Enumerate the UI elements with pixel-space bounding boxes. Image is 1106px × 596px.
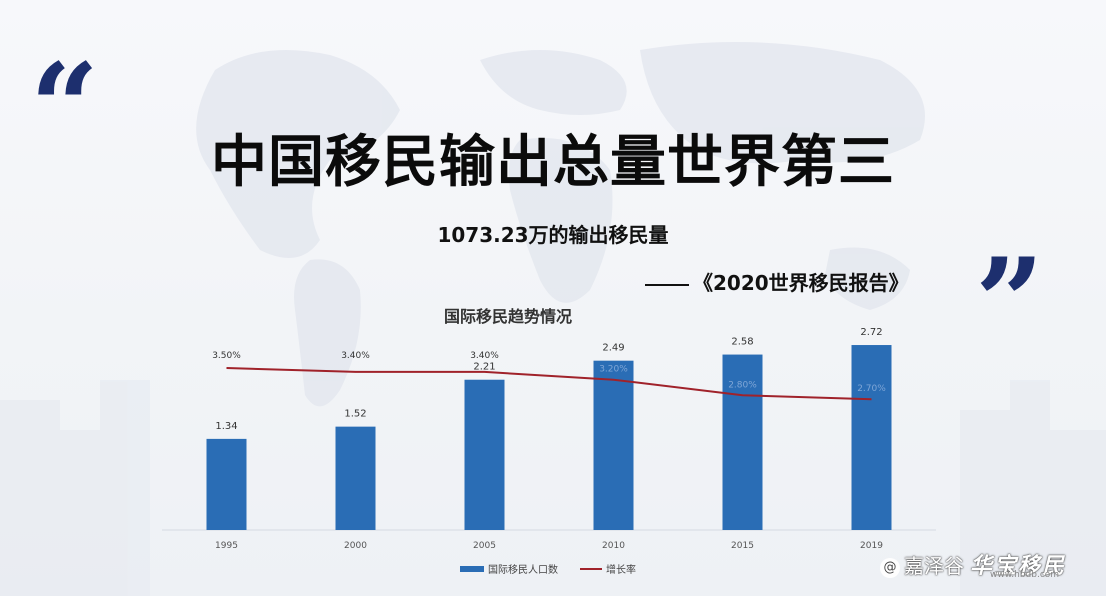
growth-rate-label: 3.40% (341, 351, 370, 361)
legend-label-line: 增长率 (606, 563, 636, 576)
bar-value-label: 1.34 (215, 421, 237, 432)
growth-rate-label: 3.40% (470, 351, 499, 361)
bar (722, 354, 763, 530)
watermark-url: www.hbdb.com (990, 570, 1060, 580)
x-tick-label: 2000 (344, 541, 367, 551)
watermark-handle: 嘉泽谷 (904, 554, 964, 578)
quote-close-mark: ” (975, 232, 1045, 373)
x-tick-label: 2005 (473, 541, 496, 551)
watermark-brand: 华宝移民 (970, 553, 1067, 579)
subheadline: 1073.23万的输出移民量 (437, 223, 669, 247)
bar-value-label: 1.52 (344, 409, 366, 420)
bar (206, 438, 247, 530)
legend-swatch-bar (460, 566, 484, 572)
bar (851, 345, 892, 530)
bar (464, 379, 505, 530)
chart-title: 国际移民趋势情况 (444, 307, 573, 326)
bar-value-label: 2.58 (731, 337, 753, 348)
quote-open-mark: “ (30, 37, 100, 178)
source-text: 《2020世界移民报告》 (693, 271, 909, 295)
growth-rate-label: 3.50% (212, 351, 241, 361)
bar-value-label: 2.49 (602, 343, 624, 354)
bar-value-label: 2.72 (860, 327, 882, 338)
bar-value-label: 2.21 (473, 362, 495, 373)
at-icon: @ (880, 557, 900, 578)
legend-label-bar: 国际移民人口数 (488, 563, 558, 576)
x-tick-label: 2010 (602, 541, 625, 551)
bar (593, 360, 634, 530)
growth-rate-label: 3.20% (599, 365, 628, 375)
watermark: @ 嘉泽谷 华宝移民 www.hbdb.com (880, 548, 1066, 580)
x-tick-label: 2019 (860, 541, 883, 551)
citation-dash (645, 283, 689, 286)
x-tick-label: 2015 (731, 541, 754, 551)
headline: 中国移民输出总量世界第三 (211, 130, 895, 195)
growth-rate-label: 2.70% (857, 384, 886, 394)
growth-rate-label: 2.80% (728, 380, 757, 390)
growth-rate-line (226, 367, 872, 401)
source-citation: 《2020世界移民报告》 (645, 267, 909, 296)
x-tick-label: 1995 (215, 541, 238, 551)
bar (335, 426, 376, 530)
